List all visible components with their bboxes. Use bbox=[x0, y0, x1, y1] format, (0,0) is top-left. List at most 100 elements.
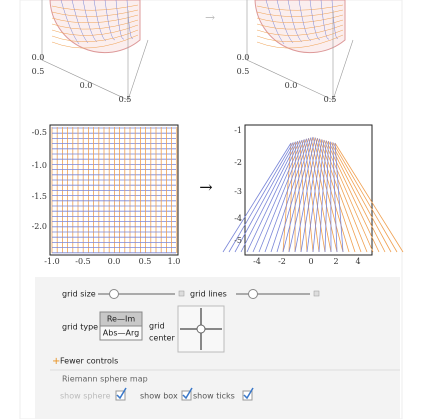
axis-label: 0.0 bbox=[237, 53, 250, 62]
sphere-mesh bbox=[51, 34, 139, 49]
image-curve bbox=[321, 139, 368, 253]
sphere-mesh bbox=[331, 0, 339, 39]
sphere-mesh bbox=[256, 34, 344, 49]
y-tick-label: -4 bbox=[234, 214, 242, 223]
x-tick-label: 0 bbox=[308, 257, 313, 266]
x-tick-label: 1.0 bbox=[168, 257, 181, 266]
x-tick-label: -0.5 bbox=[75, 257, 90, 266]
image-curve bbox=[334, 142, 404, 253]
sphere-mesh bbox=[287, 0, 303, 43]
checkmark bbox=[182, 387, 193, 400]
image-curve bbox=[294, 138, 318, 253]
image-curve bbox=[324, 141, 329, 253]
sphere-mesh bbox=[51, 24, 139, 36]
image-curve bbox=[258, 139, 305, 253]
axis-label: 0.0 bbox=[285, 81, 298, 90]
slider-button[interactable] bbox=[178, 290, 185, 297]
grid-size-label: grid size bbox=[62, 290, 96, 299]
image-curve bbox=[318, 140, 327, 253]
image-curve bbox=[332, 142, 398, 253]
x-tick-label: -4 bbox=[253, 257, 261, 266]
image-curve bbox=[301, 139, 314, 253]
checkmark bbox=[243, 387, 254, 400]
sphere-mesh bbox=[256, 29, 344, 43]
x-tick-label: 0.5 bbox=[139, 257, 152, 266]
setter-label[interactable]: Abs—Arg bbox=[103, 329, 139, 338]
grid-type-label: grid type bbox=[62, 323, 98, 332]
sphere-mesh bbox=[51, 9, 139, 17]
image-curve bbox=[288, 137, 316, 253]
y-tick-label: -2.0 bbox=[32, 222, 47, 231]
sphere-mesh bbox=[256, 24, 344, 36]
axis-label: 0.0 bbox=[32, 53, 45, 62]
axis-label: 0.5 bbox=[237, 67, 250, 76]
image-curve bbox=[306, 139, 323, 253]
y-tick-label: -5 bbox=[234, 236, 242, 245]
box-edge bbox=[246, 0, 354, 101]
image-curve bbox=[303, 139, 320, 253]
grid-lines-label: grid lines bbox=[190, 290, 227, 299]
x-tick-label: -2 bbox=[278, 257, 286, 266]
sphere-mesh bbox=[51, 29, 139, 43]
slider-thumb[interactable] bbox=[109, 289, 119, 299]
checkbox[interactable] bbox=[115, 390, 126, 401]
checkmark bbox=[116, 387, 127, 400]
image-curve bbox=[246, 140, 301, 253]
sphere-mesh bbox=[115, 0, 125, 40]
sphere-mesh bbox=[320, 0, 330, 40]
sphere-mesh bbox=[51, 4, 139, 11]
y-tick-label: -2 bbox=[234, 158, 242, 167]
slider-thumb[interactable] bbox=[248, 289, 258, 299]
sphere-mesh bbox=[51, 19, 139, 30]
axis-label: 0.5 bbox=[32, 67, 45, 76]
image-curve bbox=[312, 139, 325, 253]
image-curve bbox=[288, 142, 294, 253]
image-curve bbox=[319, 138, 362, 253]
image-curve bbox=[325, 140, 380, 253]
x-tick-label: 4 bbox=[355, 257, 360, 266]
slider-button[interactable] bbox=[313, 290, 320, 297]
image-curve bbox=[323, 139, 374, 253]
checkbox[interactable] bbox=[181, 390, 192, 401]
y-tick-label: -0.5 bbox=[32, 128, 47, 137]
y-tick-label: -1.5 bbox=[32, 192, 47, 201]
y-tick-label: -1 bbox=[234, 126, 242, 135]
image-curve bbox=[276, 137, 312, 253]
image-curve bbox=[228, 142, 294, 253]
image-curve bbox=[299, 140, 308, 253]
setter-option[interactable] bbox=[99, 325, 143, 341]
image-curve bbox=[306, 138, 326, 253]
image-curve bbox=[314, 137, 350, 253]
fewer-controls[interactable]: Fewer controls bbox=[60, 357, 118, 366]
image-curve bbox=[317, 138, 356, 253]
slider-2d-thumb[interactable] bbox=[196, 324, 206, 334]
grid-center-label: grid bbox=[149, 322, 165, 331]
section-title: Riemann sphere map bbox=[62, 375, 148, 384]
x-tick-label: 2 bbox=[333, 257, 338, 266]
toggle-icon[interactable]: + bbox=[52, 356, 60, 367]
axis-label: 0.0 bbox=[80, 81, 93, 90]
image-curve bbox=[312, 136, 344, 253]
top-arrow: → bbox=[205, 11, 215, 25]
sphere-mesh bbox=[256, 4, 344, 11]
box-edge bbox=[41, 0, 149, 101]
checkbox[interactable] bbox=[242, 390, 253, 401]
y-tick-label: -3 bbox=[234, 187, 242, 196]
image-curve bbox=[328, 141, 386, 253]
x-tick-label: 0.0 bbox=[108, 257, 121, 266]
image-curve bbox=[240, 141, 298, 253]
checkbox-label: show sphere bbox=[60, 392, 111, 401]
image-curve bbox=[270, 138, 309, 253]
sphere-mesh bbox=[60, 0, 80, 45]
grid-center-label: center bbox=[149, 334, 175, 343]
axis-label: 0.5 bbox=[119, 95, 132, 104]
checkbox-label: show box bbox=[140, 392, 178, 401]
y-tick-label: -1.0 bbox=[32, 161, 47, 170]
image-curve bbox=[264, 138, 307, 253]
sphere-mesh bbox=[71, 0, 89, 44]
image-curve bbox=[222, 142, 292, 253]
setter-label[interactable]: Re—Im bbox=[107, 315, 135, 324]
sphere-mesh bbox=[82, 0, 98, 43]
checkbox-label: show ticks bbox=[193, 392, 235, 401]
